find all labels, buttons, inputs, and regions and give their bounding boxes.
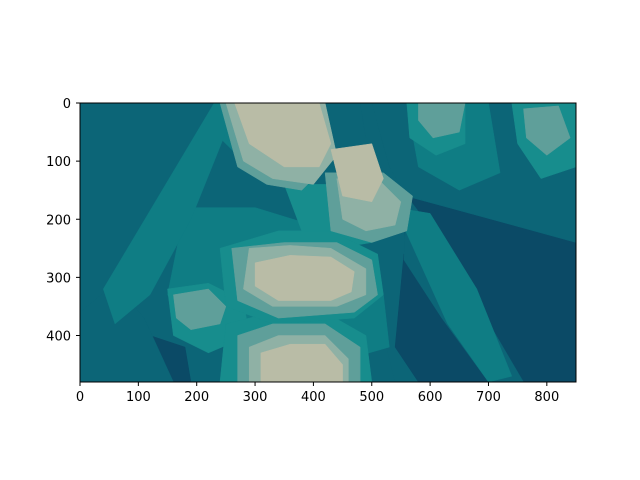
y-tick-label: 0: [63, 97, 71, 112]
contour-region-level-4: [523, 105, 571, 156]
x-axis: 0 100 200 300 400 500 600 700 800: [76, 382, 559, 405]
contour-region-level-6: [330, 143, 384, 203]
y-tick-label: 100: [46, 155, 71, 170]
x-tick-label: 500: [359, 390, 384, 405]
contour-region-level-2: [103, 103, 238, 325]
x-tick-label: 400: [301, 390, 326, 405]
y-axis: 0 100 200 300 400: [46, 97, 80, 345]
contour-region-level-6: [234, 103, 332, 168]
contour-region-level-2: [394, 207, 513, 382]
x-tick-label: 700: [476, 390, 501, 405]
y-tick-label: 200: [46, 213, 71, 228]
contour-regions: [80, 103, 576, 382]
x-tick-label: 0: [76, 390, 84, 405]
x-tick-label: 100: [126, 390, 151, 405]
x-tick-label: 800: [534, 390, 559, 405]
contour-region-level-4: [173, 288, 227, 330]
plot-frame: [79, 102, 577, 383]
contour-region-level-6: [254, 255, 355, 301]
contour-region-level-4: [418, 103, 466, 139]
x-tick-label: 600: [418, 390, 443, 405]
y-tick-label: 400: [46, 330, 71, 345]
x-tick-label: 300: [243, 390, 268, 405]
x-tick-label: 200: [184, 390, 209, 405]
contour-region-level-6: [260, 343, 343, 382]
y-tick-label: 300: [46, 271, 71, 286]
plot-area: [79, 102, 577, 383]
